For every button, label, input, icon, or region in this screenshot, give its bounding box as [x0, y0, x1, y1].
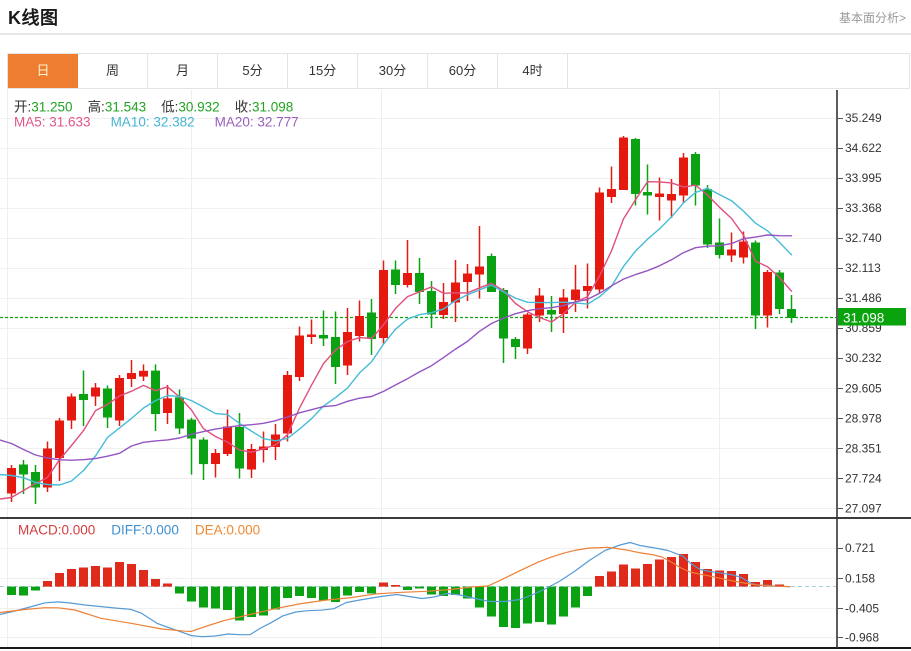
svg-text:32.113: 32.113 [845, 261, 881, 275]
svg-text:31.486: 31.486 [845, 291, 882, 305]
svg-text:28.351: 28.351 [845, 441, 882, 455]
svg-text:27.097: 27.097 [845, 501, 882, 515]
svg-text:-0.405: -0.405 [845, 601, 879, 615]
svg-text:31.098: 31.098 [843, 311, 884, 326]
svg-text:34.622: 34.622 [845, 141, 882, 155]
svg-text:35.249: 35.249 [845, 111, 882, 125]
svg-text:0.158: 0.158 [845, 571, 875, 585]
svg-text:28.978: 28.978 [845, 411, 882, 425]
svg-text:-0.968: -0.968 [845, 630, 879, 644]
svg-text:0.721: 0.721 [845, 541, 875, 555]
svg-text:27.724: 27.724 [845, 471, 882, 485]
svg-text:33.995: 33.995 [845, 171, 882, 185]
svg-text:33.368: 33.368 [845, 201, 882, 215]
svg-text:29.605: 29.605 [845, 381, 882, 395]
svg-text:32.740: 32.740 [845, 231, 882, 245]
svg-text:30.232: 30.232 [845, 351, 882, 365]
